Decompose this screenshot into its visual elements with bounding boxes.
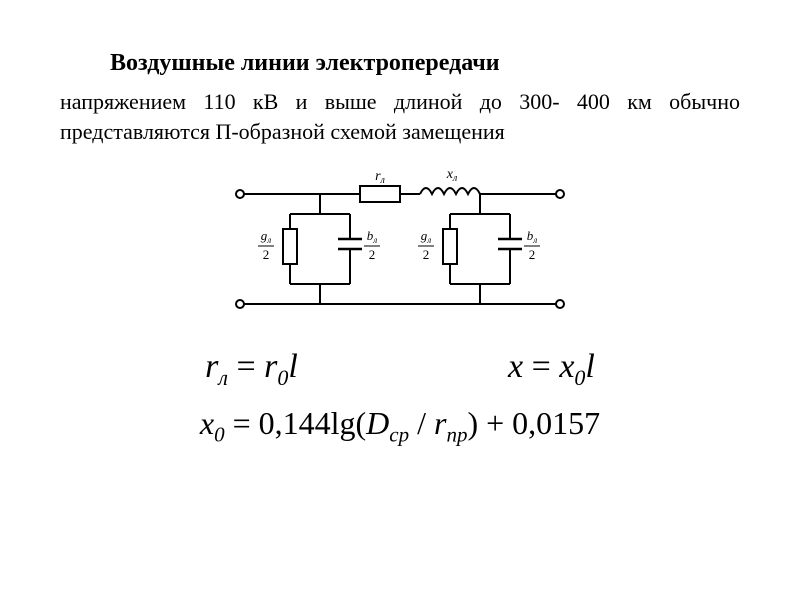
page-title: Воздушные линии электропередачи	[110, 50, 740, 77]
eq3-open: (	[356, 405, 367, 441]
label-g-left-denom: 2	[263, 247, 270, 262]
eq1-tail: l	[288, 348, 297, 385]
eq3-c1: 0,144	[259, 405, 331, 441]
eq1-rhs: r	[264, 348, 277, 385]
eq1-rhs-sub: 0	[277, 365, 288, 390]
eq3-c2: 0,0157	[512, 405, 600, 441]
eq2-rhs-sub: 0	[574, 365, 585, 390]
eq3-lhs-sub: 0	[214, 423, 225, 447]
label-b-right: bл	[527, 228, 538, 245]
body-paragraph: напряжением 110 кВ и выше длиной до 300-…	[60, 87, 740, 146]
eq3-slash: /	[409, 405, 434, 441]
eq1-lhs: r	[205, 348, 218, 385]
eq2-tail: l	[585, 348, 594, 385]
circuit-svg: rл xл gл 2 bл	[220, 164, 580, 324]
label-r-series: rл	[375, 169, 385, 186]
label-x-series: xл	[446, 167, 458, 184]
eq3-r-sub: пр	[446, 423, 467, 447]
equation-x: x = x0l	[508, 348, 595, 391]
eq3-D: D	[366, 405, 389, 441]
eq1-lhs-sub: л	[218, 365, 228, 390]
eq3-plus: +	[478, 405, 512, 441]
eq3-lhs: x	[200, 405, 214, 441]
label-g-left: gл	[261, 228, 272, 245]
equivalent-circuit-diagram: rл xл gл 2 bл	[60, 164, 740, 324]
eq3-close: )	[467, 405, 478, 441]
label-b-right-denom: 2	[529, 247, 536, 262]
label-b-left-denom: 2	[369, 247, 376, 262]
label-g-right-denom: 2	[423, 247, 430, 262]
eq2-lhs: x	[508, 348, 523, 385]
equation-row: rл = r0l x = x0l	[100, 348, 700, 391]
eq3-fn: lg	[331, 405, 356, 441]
eq3-r: r	[434, 405, 446, 441]
eq3-D-sub: ср	[389, 423, 409, 447]
equation-rl: rл = r0l	[205, 348, 298, 391]
label-b-left: bл	[367, 228, 378, 245]
eq2-rhs: x	[559, 348, 574, 385]
page: Воздушные линии электропередачи напряжен…	[0, 0, 800, 448]
label-g-right: gл	[421, 228, 432, 245]
equation-x0: x0 = 0,144lg(Dср / rпр) + 0,0157	[60, 405, 740, 447]
